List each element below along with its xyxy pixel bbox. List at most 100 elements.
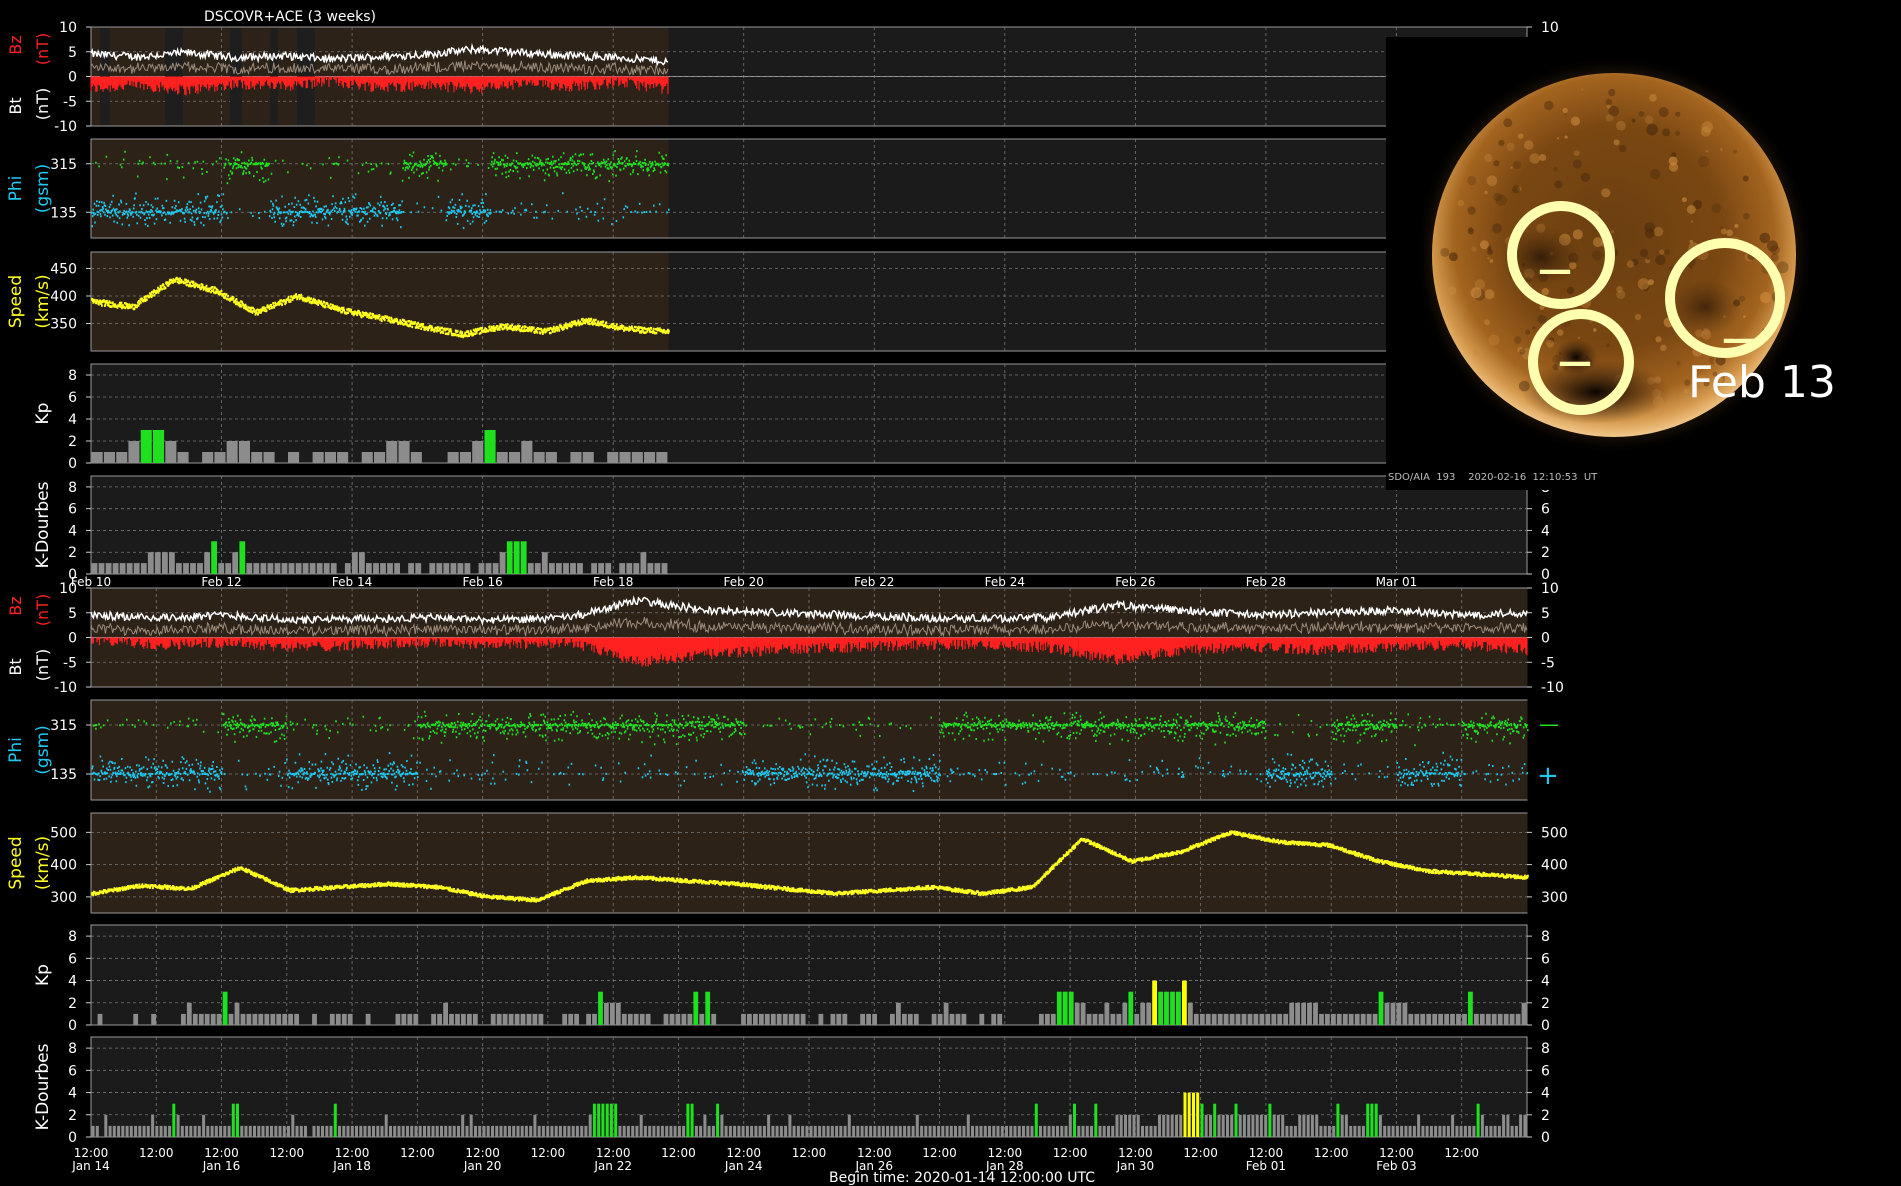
sun-texture-spot bbox=[1720, 148, 1723, 151]
upper-kdourbes-label: K-Dourbes bbox=[33, 481, 53, 568]
upper-kdourbes-bar bbox=[633, 563, 640, 574]
lower-xtick-time: 12:00 bbox=[988, 1146, 1023, 1160]
lower-kdourbes-bar bbox=[1395, 1125, 1399, 1137]
lower-kdourbes-bar bbox=[614, 1103, 618, 1137]
sun-texture-spot bbox=[1484, 190, 1488, 195]
upper-kdourbes-bar bbox=[253, 563, 260, 574]
solar-image-inset: — — — SDO/AIA 193 2020-02-16 12:10:53 UT… bbox=[1386, 37, 1842, 490]
sun-texture-spot bbox=[1616, 120, 1626, 131]
upper-kdourbes-bar bbox=[429, 563, 436, 574]
lower-bzbt-ytick-left: -5 bbox=[63, 655, 77, 671]
sun-texture-spot bbox=[1512, 185, 1521, 194]
lower-kdourbes-bar bbox=[108, 1125, 112, 1137]
lower-kp-bar bbox=[198, 1013, 204, 1025]
lower-kp-bar bbox=[866, 1013, 871, 1025]
lower-kp-bar bbox=[1348, 1013, 1354, 1025]
sun-texture-spot bbox=[1641, 283, 1650, 292]
upper-kdourbes-bar bbox=[387, 563, 393, 574]
lower-xtick-date: Feb 03 bbox=[1376, 1159, 1416, 1173]
lower-kp-bar bbox=[1235, 1013, 1241, 1025]
lower-kp-bar bbox=[467, 1013, 472, 1025]
upper-kp-bar bbox=[545, 452, 557, 463]
lower-kdourbes-bar bbox=[945, 1125, 949, 1137]
sun-texture-spot bbox=[1608, 88, 1616, 97]
lower-kdourbes-bar bbox=[1077, 1125, 1081, 1137]
lower-kdourbes-bar bbox=[762, 1125, 766, 1137]
lower-kdourbes-bar bbox=[1340, 1114, 1344, 1137]
lower-kdourbes-bar bbox=[937, 1125, 941, 1137]
upper-speed-series bbox=[91, 276, 670, 339]
lower-kdourbes-bar bbox=[915, 1114, 919, 1137]
lower-kp-bar bbox=[991, 1013, 997, 1025]
lower-kdourbes-bar bbox=[682, 1125, 686, 1137]
lower-kp-bar bbox=[1491, 1013, 1497, 1025]
lower-kdourbes-bar bbox=[881, 1125, 885, 1137]
upper-phi-plus-series bbox=[91, 192, 670, 229]
sun-texture-spot bbox=[1689, 266, 1693, 269]
lower-xtick-time: 12:00 bbox=[139, 1146, 174, 1160]
lower-kdourbes-bar bbox=[690, 1103, 694, 1137]
upper-kp-bar bbox=[410, 452, 422, 463]
lower-kdourbes-bar bbox=[720, 1114, 724, 1137]
upper-kdourbes-ytick-left: 0 bbox=[68, 567, 77, 583]
sun-texture-spot bbox=[1712, 375, 1723, 386]
upper-kdourbes-bar bbox=[436, 563, 443, 574]
lower-kp-bar bbox=[1497, 1013, 1503, 1025]
lower-kdourbes-bar bbox=[1374, 1103, 1378, 1137]
lower-kdourbes-bar bbox=[843, 1125, 847, 1137]
lower-kdourbes-bar bbox=[571, 1125, 575, 1137]
lower-kdourbes-bar bbox=[533, 1114, 537, 1137]
lower-kp-bar bbox=[562, 1013, 568, 1025]
lower-kdourbes-bar bbox=[1298, 1114, 1302, 1137]
lower-kdourbes-bar bbox=[605, 1103, 609, 1137]
lower-kdourbes-bar bbox=[903, 1125, 907, 1137]
lower-kdourbes-bar bbox=[1285, 1125, 1289, 1137]
sun-texture-spot bbox=[1532, 326, 1536, 330]
upper-kdourbes-bar bbox=[640, 552, 647, 574]
lower-bzbt-ytick-left: 5 bbox=[68, 606, 77, 622]
lower-kp-bar bbox=[705, 991, 711, 1025]
lower-kp-bar bbox=[151, 1013, 156, 1025]
upper-kdourbes-bar bbox=[373, 563, 379, 574]
lower-kp-bar bbox=[1068, 991, 1074, 1025]
upper-kp-bar bbox=[533, 452, 545, 463]
lower-kp-bar bbox=[949, 1013, 955, 1025]
lower-phi-plus-symbol: + bbox=[1537, 761, 1559, 791]
sun-texture-spot bbox=[1689, 239, 1694, 244]
upper-kp-bar bbox=[214, 452, 226, 463]
lower-kdourbes-bar bbox=[253, 1125, 256, 1137]
lower-kp-bar bbox=[526, 1013, 532, 1025]
lower-xtick-time: 12:00 bbox=[922, 1146, 957, 1160]
lower-kp-bar bbox=[1241, 1013, 1247, 1025]
lower-kp-bar bbox=[472, 1013, 478, 1025]
highlight-circle-1 bbox=[1507, 201, 1615, 309]
lower-kdourbes-bar bbox=[1438, 1125, 1442, 1137]
lower-kp-bar bbox=[1259, 1013, 1265, 1025]
lower-bzbt-ytick-right: -10 bbox=[1541, 680, 1564, 696]
lower-kp-bar bbox=[663, 1013, 669, 1025]
lower-kp-bar bbox=[568, 1013, 574, 1025]
lower-kdourbes-bar bbox=[1391, 1125, 1395, 1137]
upper-kp-bar bbox=[459, 452, 471, 463]
upper-kp-bar bbox=[472, 441, 484, 463]
lower-kdourbes-bar bbox=[584, 1125, 588, 1137]
lower-kdourbes-bar bbox=[1234, 1103, 1238, 1137]
lower-kp-bar bbox=[1295, 1002, 1300, 1025]
sun-texture-spot bbox=[1720, 226, 1724, 230]
lower-kdourbes-bar bbox=[1030, 1125, 1034, 1137]
lower-kdourbes-bar bbox=[677, 1125, 681, 1137]
upper-kdourbes-bar bbox=[126, 563, 133, 574]
upper-kp-ytick-left: 8 bbox=[68, 368, 77, 384]
lower-kp-bar bbox=[913, 1013, 919, 1025]
x-axis-label: Begin time: 2020-01-14 12:00:00 UTC bbox=[829, 1170, 1095, 1186]
lower-speed-ytick-left: 500 bbox=[50, 825, 77, 841]
lower-kp-bar bbox=[902, 1013, 907, 1025]
lower-xtick-time: 12:00 bbox=[792, 1146, 827, 1160]
lower-kdourbes-bar bbox=[745, 1125, 749, 1137]
lower-kp-bar bbox=[502, 1013, 508, 1025]
sun-texture-spot bbox=[1556, 137, 1560, 140]
lower-kdourbes-bar bbox=[835, 1125, 839, 1137]
lower-kdourbes-label: K-Dourbes bbox=[33, 1043, 53, 1130]
lower-kdourbes-bar bbox=[333, 1103, 337, 1137]
sun-texture-spot bbox=[1732, 149, 1738, 154]
